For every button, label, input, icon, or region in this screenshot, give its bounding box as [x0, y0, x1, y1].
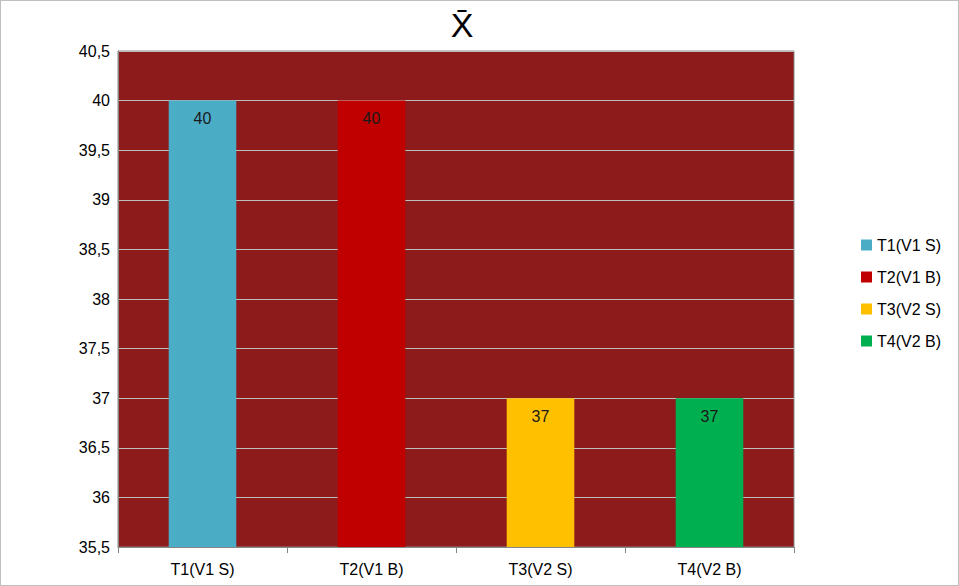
svg-text:40,5: 40,5 [79, 43, 110, 60]
svg-text:T4(V2 B): T4(V2 B) [877, 333, 941, 350]
svg-text:36: 36 [92, 489, 110, 506]
svg-text:37: 37 [532, 408, 550, 425]
svg-text:X̄: X̄ [451, 6, 474, 44]
svg-text:T3(V2 S): T3(V2 S) [877, 301, 941, 318]
svg-text:36,5: 36,5 [79, 439, 110, 456]
svg-text:T3(V2 S): T3(V2 S) [508, 561, 572, 578]
svg-text:T1(V1 S): T1(V1 S) [877, 237, 941, 254]
svg-text:40: 40 [363, 110, 381, 127]
svg-text:40: 40 [194, 110, 212, 127]
svg-text:37: 37 [701, 408, 719, 425]
svg-text:T2(V1 B): T2(V1 B) [877, 269, 941, 286]
svg-text:35,5: 35,5 [79, 539, 110, 556]
svg-text:38: 38 [92, 291, 110, 308]
svg-text:T1(V1 S): T1(V1 S) [170, 561, 234, 578]
svg-text:38,5: 38,5 [79, 241, 110, 258]
svg-text:40: 40 [92, 92, 110, 109]
svg-text:39: 39 [92, 191, 110, 208]
svg-text:37: 37 [92, 390, 110, 407]
svg-text:T4(V2 B): T4(V2 B) [677, 561, 741, 578]
svg-text:39,5: 39,5 [79, 142, 110, 159]
svg-text:T2(V1 B): T2(V1 B) [339, 561, 403, 578]
svg-text:37,5: 37,5 [79, 340, 110, 357]
